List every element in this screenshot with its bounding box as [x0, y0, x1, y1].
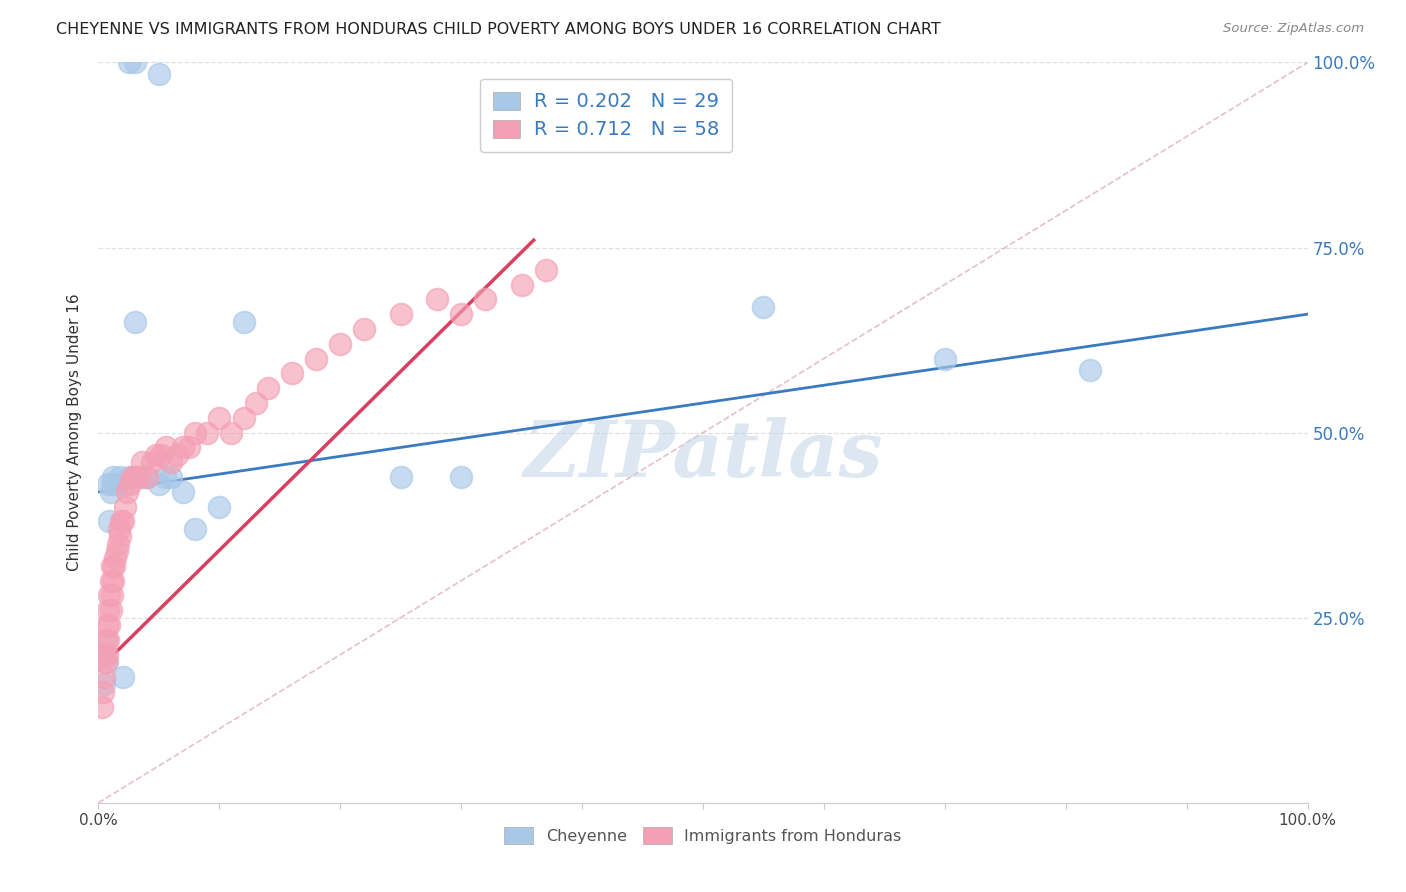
Point — [141, 455, 163, 469]
Point — [107, 536, 129, 550]
Point — [111, 670, 134, 684]
Point — [934, 351, 956, 366]
Point — [100, 574, 122, 588]
Point — [256, 381, 278, 395]
Point — [389, 470, 412, 484]
Point — [135, 470, 157, 484]
Point — [148, 477, 170, 491]
Point — [221, 425, 243, 440]
Point — [232, 314, 254, 328]
Point — [118, 55, 141, 70]
Point — [450, 470, 472, 484]
Point — [96, 655, 118, 669]
Point — [104, 551, 127, 566]
Point — [135, 470, 157, 484]
Point — [232, 410, 254, 425]
Point — [131, 455, 153, 469]
Point — [91, 685, 114, 699]
Point — [110, 515, 132, 529]
Point — [118, 477, 141, 491]
Point — [114, 477, 136, 491]
Point — [353, 322, 375, 336]
Point — [150, 448, 173, 462]
Point — [98, 618, 121, 632]
Point — [160, 455, 183, 469]
Point — [148, 66, 170, 80]
Point — [245, 396, 267, 410]
Point — [94, 655, 117, 669]
Point — [91, 699, 114, 714]
Point — [93, 670, 115, 684]
Point — [510, 277, 533, 292]
Y-axis label: Child Poverty Among Boys Under 16: Child Poverty Among Boys Under 16 — [67, 293, 83, 572]
Point — [101, 470, 124, 484]
Point — [98, 515, 121, 529]
Point — [101, 574, 124, 588]
Point — [184, 522, 207, 536]
Point — [96, 618, 118, 632]
Point — [172, 441, 194, 455]
Point — [121, 470, 143, 484]
Point — [105, 544, 128, 558]
Point — [100, 603, 122, 617]
Point — [108, 522, 131, 536]
Point — [329, 336, 352, 351]
Point — [153, 470, 176, 484]
Point — [93, 677, 115, 691]
Point — [145, 448, 167, 462]
Point — [155, 441, 177, 455]
Legend: Cheyenne, Immigrants from Honduras: Cheyenne, Immigrants from Honduras — [498, 821, 908, 850]
Point — [124, 55, 146, 70]
Text: Source: ZipAtlas.com: Source: ZipAtlas.com — [1223, 22, 1364, 36]
Point — [426, 293, 449, 307]
Point — [97, 632, 120, 647]
Point — [166, 448, 188, 462]
Point — [534, 262, 557, 277]
Point — [100, 477, 122, 491]
Point — [100, 589, 122, 603]
Point — [281, 367, 304, 381]
Point — [97, 603, 120, 617]
Point — [111, 515, 134, 529]
Point — [450, 307, 472, 321]
Point — [1078, 362, 1101, 376]
Point — [117, 484, 139, 499]
Point — [179, 441, 201, 455]
Point — [108, 470, 131, 484]
Point — [100, 558, 122, 573]
Point — [195, 425, 218, 440]
Point — [474, 293, 496, 307]
Point — [108, 529, 131, 543]
Point — [208, 410, 231, 425]
Point — [208, 500, 231, 514]
Point — [127, 470, 149, 484]
Point — [103, 558, 125, 573]
Point — [91, 648, 114, 662]
Text: ZIPatlas: ZIPatlas — [523, 417, 883, 493]
Point — [124, 314, 146, 328]
Point — [752, 300, 775, 314]
Point — [100, 484, 122, 499]
Point — [389, 307, 412, 321]
Point — [172, 484, 194, 499]
Point — [94, 632, 117, 647]
Point — [184, 425, 207, 440]
Point — [305, 351, 328, 366]
Point — [124, 470, 146, 484]
Point — [118, 470, 141, 484]
Point — [129, 470, 152, 484]
Point — [114, 500, 136, 514]
Point — [97, 477, 120, 491]
Text: CHEYENNE VS IMMIGRANTS FROM HONDURAS CHILD POVERTY AMONG BOYS UNDER 16 CORRELATI: CHEYENNE VS IMMIGRANTS FROM HONDURAS CHI… — [56, 22, 941, 37]
Point — [105, 477, 128, 491]
Point — [96, 648, 118, 662]
Point — [93, 648, 115, 662]
Point — [160, 470, 183, 484]
Point — [94, 632, 117, 647]
Point — [98, 589, 121, 603]
